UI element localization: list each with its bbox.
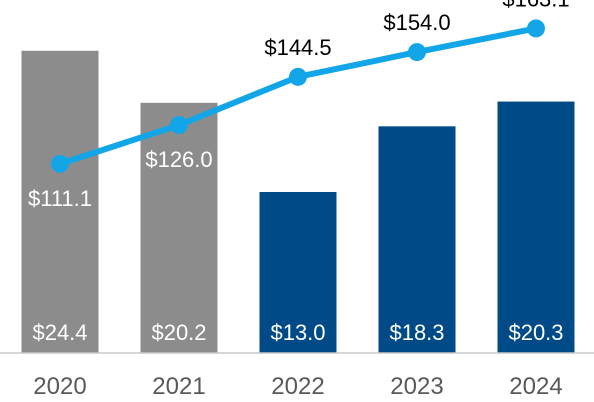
- line-point-2020: [51, 154, 69, 173]
- bar-value-label-2022: $13.0: [270, 320, 325, 345]
- bar-value-label-2024: $20.3: [508, 320, 563, 345]
- line-labels-group: $111.1 $126.0 $144.5 $154.0 $163.1: [28, 0, 570, 211]
- bar-2023: [378, 126, 456, 353]
- bar-2021: [140, 102, 218, 354]
- line-value-label-2020: $111.1: [28, 186, 92, 211]
- bar-value-label-2021: $20.2: [151, 320, 206, 345]
- line-value-label-2024: $163.1: [502, 0, 569, 11]
- x-tick-label-2024: 2024: [509, 373, 562, 400]
- line-series-group: [51, 19, 545, 173]
- bar-value-label-2020: $24.4: [32, 320, 87, 345]
- x-tick-label-2021: 2021: [152, 373, 205, 400]
- line-point-2023: [408, 43, 426, 62]
- x-tick-label-2022: 2022: [271, 373, 324, 400]
- x-tick-label-2020: 2020: [33, 373, 86, 400]
- bar-2022: [259, 191, 337, 353]
- line-value-label-2023: $154.0: [383, 10, 450, 35]
- bars-group: [21, 50, 575, 354]
- bar-labels-group: $24.4 $20.2 $13.0 $18.3 $20.3: [32, 320, 563, 345]
- bar-2020: [21, 50, 99, 353]
- line-point-2022: [289, 67, 307, 86]
- line-value-label-2021: $126.0: [145, 147, 212, 172]
- x-tick-labels-group: 2020 2021 2022 2023 2024: [33, 373, 562, 400]
- x-tick-label-2023: 2023: [390, 373, 443, 400]
- line-point-2021: [170, 116, 188, 135]
- bar-2024: [497, 101, 575, 353]
- line-value-label-2022: $144.5: [264, 35, 331, 60]
- bar-value-label-2023: $18.3: [389, 320, 444, 345]
- line-point-2024: [527, 19, 545, 38]
